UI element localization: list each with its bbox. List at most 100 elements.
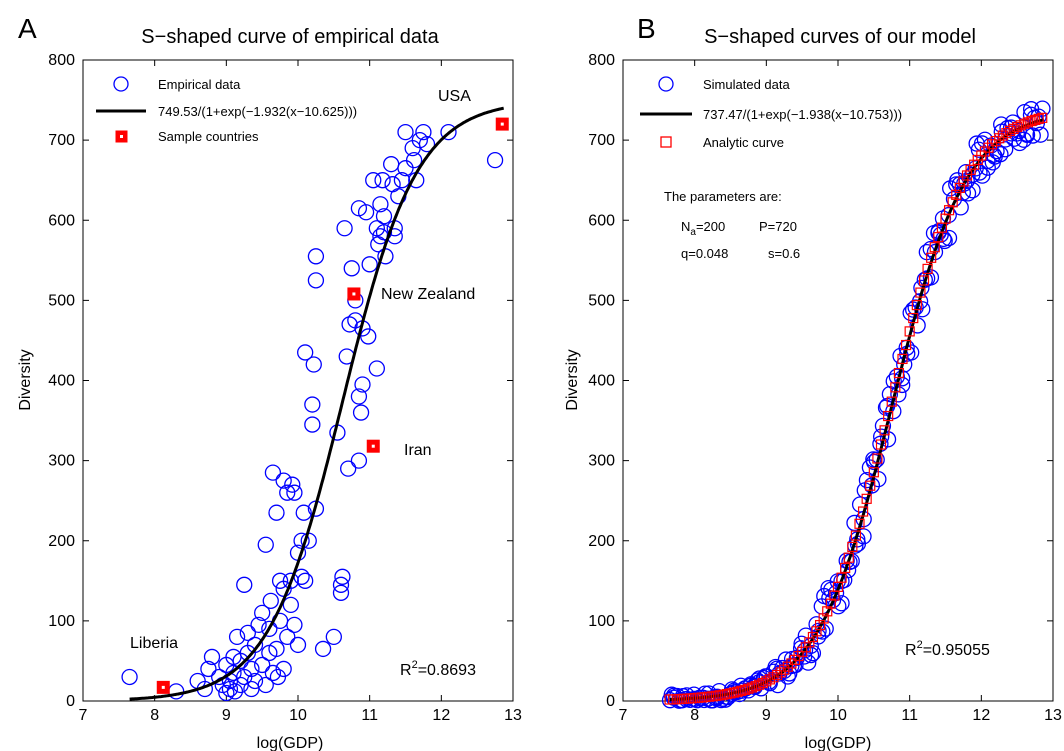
simulated-point [903, 344, 920, 361]
analytic-curve-marker [789, 654, 801, 665]
analytic-curve-marker [739, 684, 750, 695]
analytic-curve-marker [807, 631, 819, 643]
analytic-curve-marker [757, 677, 768, 689]
country-label-new-zealand: New Zealand [381, 286, 475, 303]
y-tick-label: 100 [588, 613, 615, 630]
panel-b-title: S−shaped curves of our model [704, 26, 976, 48]
data-point [297, 344, 314, 361]
simulated-point [879, 431, 897, 448]
analytic-curve-marker [754, 679, 765, 690]
x-tick-label: 10 [829, 707, 847, 724]
country-label-liberia: Liberia [130, 635, 178, 652]
data-point [264, 664, 282, 682]
simulated-point [926, 243, 944, 261]
analytic-curve-marker [904, 326, 915, 337]
analytic-curve-marker [840, 562, 851, 574]
y-tick-label: 400 [588, 373, 615, 390]
simulated-point [890, 386, 907, 403]
data-point [361, 256, 378, 273]
simulated-point [800, 654, 817, 671]
panel-a-r2: R2=0.8693 [400, 659, 476, 679]
data-point [352, 404, 370, 421]
simulated-point [997, 141, 1014, 158]
y-tick-label: 300 [48, 453, 75, 470]
analytic-curve-marker [886, 396, 897, 407]
data-point [289, 636, 307, 654]
analytic-curve-marker [782, 661, 793, 672]
data-point [282, 572, 299, 589]
sample-country-marker-center [371, 444, 375, 448]
analytic-curve-marker [1026, 115, 1037, 127]
data-point [279, 628, 296, 646]
data-point [405, 152, 423, 169]
data-point [336, 220, 353, 237]
analytic-curve-marker [911, 300, 922, 311]
data-point [264, 464, 282, 481]
panel-b-ticks: 7 8 9 10 11 12 13 0 100 200 300 400 500 600 700 800 [588, 52, 1062, 724]
y-tick-label: 200 [48, 533, 75, 550]
data-point [261, 620, 278, 638]
panel-a: A S−shaped curve of empirical data log(G… [17, 13, 522, 751]
analytic-curve-marker [965, 164, 976, 175]
data-point [297, 572, 314, 589]
x-tick-label: 9 [222, 707, 231, 724]
data-point [246, 636, 264, 654]
analytic-curve-marker [1037, 112, 1048, 123]
parameter-p: P=720 [759, 219, 797, 234]
data-point [282, 596, 299, 613]
y-tick-label: 400 [48, 373, 75, 390]
analytic-curve-marker [746, 682, 758, 693]
data-point [236, 576, 253, 593]
data-point [286, 616, 303, 634]
panel-b-xlabel: log(GDP) [805, 735, 872, 751]
data-point [121, 668, 138, 686]
legend-sample-countries: Sample countries [158, 129, 259, 144]
y-tick-label: 500 [588, 292, 615, 309]
data-point [271, 572, 289, 589]
data-point [365, 172, 382, 189]
simulated-point [1032, 126, 1049, 143]
data-point [254, 656, 271, 674]
analytic-curve-marker [918, 275, 930, 286]
legend-circle-marker [658, 76, 674, 92]
data-point [304, 396, 321, 413]
data-point [314, 640, 332, 658]
y-tick-label: 500 [48, 292, 75, 309]
simulated-point [1034, 100, 1051, 117]
analytic-curve-marker [872, 453, 883, 464]
data-point [243, 680, 260, 698]
analytic-curve-marker [743, 683, 754, 694]
analytic-curve-marker [926, 252, 937, 263]
data-point [226, 683, 244, 700]
data-point [269, 668, 287, 686]
analytic-curve-marker [811, 626, 822, 637]
parameters-title: The parameters are: [664, 189, 782, 204]
data-point [218, 684, 235, 702]
simulated-point [922, 269, 940, 286]
simulated-point [804, 644, 822, 662]
analytic-curve-marker [951, 189, 962, 200]
country-label-usa: USA [438, 88, 471, 105]
data-point [343, 260, 360, 277]
analytic-curve-marker [718, 689, 729, 700]
fit-curve [669, 118, 1045, 702]
y-tick-label: 700 [588, 132, 615, 149]
panel-a-plot-area [121, 106, 509, 702]
data-point [415, 123, 432, 141]
data-point [268, 640, 285, 658]
analytic-curve-marker [883, 410, 894, 422]
panel-a-ylabel: Diversity [17, 349, 34, 410]
fit-curve [129, 106, 504, 701]
simulated-point [922, 240, 939, 258]
simulated-point [824, 591, 842, 609]
data-point [243, 660, 260, 678]
analytic-curve-marker [1004, 125, 1016, 137]
panel-a-legend: Empirical data 749.53/(1+exp(−1.932(x−10… [96, 76, 357, 144]
x-tick-label: 10 [289, 707, 307, 724]
analytic-curve-marker [836, 572, 847, 583]
analytic-curve-marker [947, 197, 958, 208]
data-point [286, 484, 303, 501]
y-tick-label: 600 [588, 212, 615, 229]
x-tick-label: 9 [762, 707, 771, 724]
